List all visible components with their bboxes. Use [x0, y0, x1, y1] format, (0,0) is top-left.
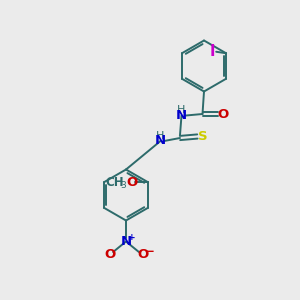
Text: N: N	[176, 109, 187, 122]
Text: S: S	[198, 130, 208, 143]
Text: N: N	[155, 134, 166, 148]
Text: N: N	[120, 235, 132, 248]
Text: O: O	[137, 248, 148, 262]
Text: H: H	[156, 131, 164, 141]
Text: O: O	[126, 176, 137, 189]
Text: O: O	[218, 107, 229, 121]
Text: O: O	[104, 248, 115, 262]
Text: CH: CH	[106, 176, 124, 189]
Text: H: H	[177, 105, 185, 116]
Text: 3: 3	[120, 181, 126, 190]
Text: I: I	[210, 44, 215, 59]
Text: +: +	[128, 232, 135, 242]
Text: −: −	[145, 245, 155, 258]
